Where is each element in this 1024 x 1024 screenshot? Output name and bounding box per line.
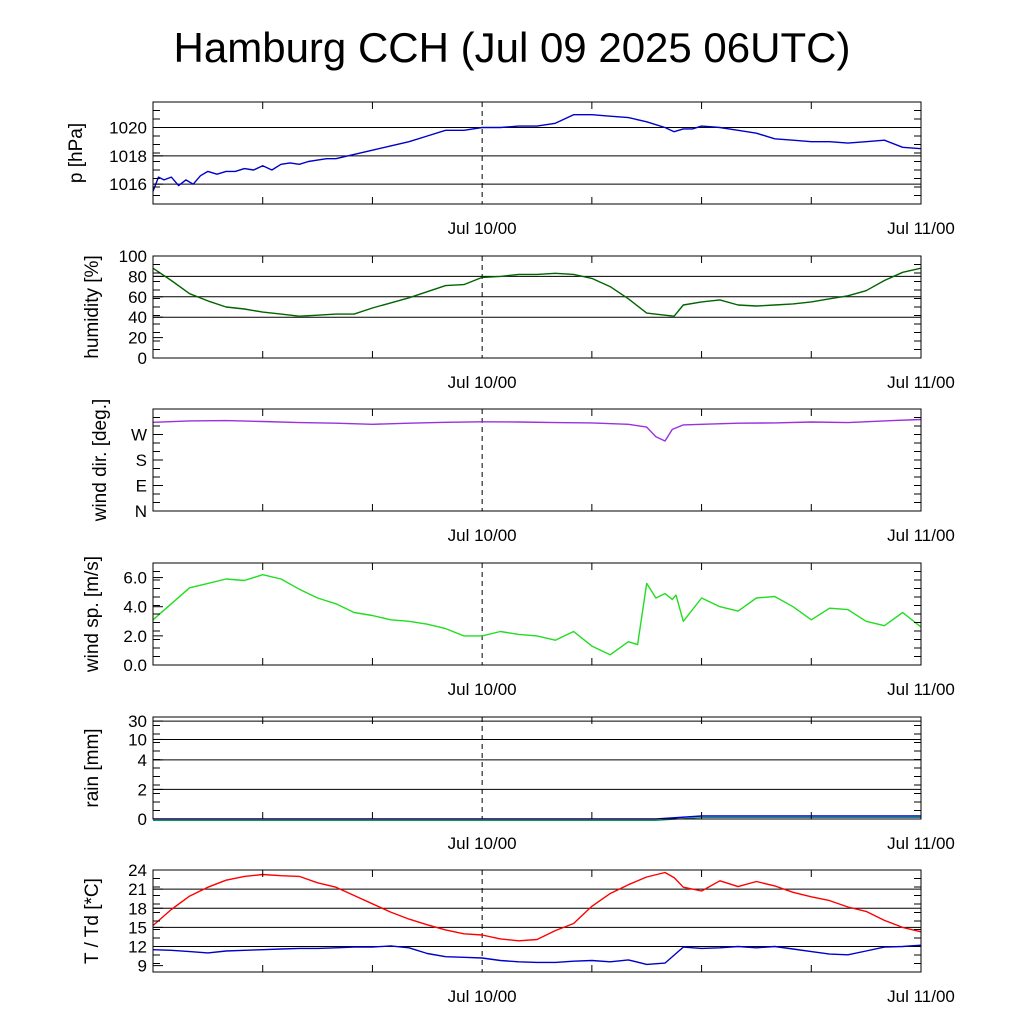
- rain-y-tick-label: 0: [138, 810, 147, 829]
- wind_direction-x-tick-label: Jul 10/00: [448, 526, 517, 545]
- temperature-y-tick-label: 15: [128, 918, 147, 937]
- rain-x-tick-label: Jul 10/00: [448, 834, 517, 853]
- temperature-y-tick-label: 9: [138, 957, 147, 976]
- temperature-x-tick-label: Jul 11/00: [887, 987, 955, 1006]
- humidity-y-tick-label: 60: [128, 288, 147, 307]
- pressure-x-tick-label: Jul 11/00: [887, 219, 955, 238]
- wind_direction-y-tick-label: S: [136, 451, 147, 470]
- wind_direction-x-tick-label: Jul 11/00: [887, 526, 955, 545]
- temperature-y-tick-label: 21: [128, 880, 147, 899]
- wind_speed-x-tick-label: Jul 11/00: [887, 680, 955, 699]
- rain-y-axis-label: rain [mm]: [82, 728, 103, 807]
- humidity-x-tick-label: Jul 10/00: [448, 373, 517, 392]
- chart-title: Hamburg CCH (Jul 09 2025 06UTC): [173, 24, 851, 71]
- rain-y-tick-label: 2: [138, 780, 147, 799]
- temperature-y-tick-label: 18: [128, 899, 147, 918]
- pressure-x-tick-label: Jul 10/00: [448, 219, 517, 238]
- wind_speed-x-tick-label: Jul 10/00: [448, 680, 517, 699]
- humidity-y-axis-label: humidity [%]: [82, 255, 103, 358]
- humidity-y-tick-label: 100: [119, 247, 147, 266]
- wind_speed-y-tick-label: 6.0: [123, 569, 147, 588]
- pressure-series-line: [152, 113, 922, 192]
- pressure-y-axis-label: p [hPa]: [66, 123, 87, 183]
- humidity-y-tick-label: 80: [128, 267, 147, 286]
- wind_direction-series-line: [152, 418, 922, 442]
- humidity-x-tick-label: Jul 11/00: [887, 373, 955, 392]
- temperature-x-tick-label: Jul 10/00: [448, 987, 517, 1006]
- rain-y-tick-label: 4: [138, 751, 147, 770]
- wind_direction-y-axis-label: wind dir. [deg.]: [90, 399, 111, 523]
- temperature-y-tick-label: 12: [128, 938, 147, 957]
- wind_speed-y-tick-label: 2.0: [123, 627, 147, 646]
- wind_direction-panel-frame: [152, 408, 922, 512]
- rain-y-tick-label: 10: [128, 730, 147, 749]
- humidity-y-tick-label: 40: [128, 308, 147, 327]
- temperature-series-td-line: [152, 944, 922, 966]
- humidity-y-tick-label: 20: [128, 329, 147, 348]
- wind_direction-y-tick-label: W: [131, 426, 147, 445]
- rain-panel-frame: [152, 716, 922, 820]
- wind_speed-panel-frame: [152, 562, 922, 666]
- pressure-y-tick-label: 1018: [109, 147, 147, 166]
- humidity-series-line: [152, 267, 922, 317]
- temperature-y-axis-label: T / Td [*C]: [82, 878, 103, 964]
- rain-y-tick-label: 30: [128, 712, 147, 731]
- rain-x-tick-label: Jul 11/00: [887, 834, 955, 853]
- wind_direction-y-tick-label: N: [135, 502, 147, 521]
- wind_speed-y-tick-label: 0.0: [123, 656, 147, 675]
- wind_speed-y-axis-label: wind sp. [m/s]: [82, 556, 103, 673]
- wind_speed-y-tick-label: 4.0: [123, 598, 147, 617]
- wind_speed-series-line: [152, 574, 922, 656]
- pressure-y-tick-label: 1020: [109, 119, 147, 138]
- wind_direction-y-tick-label: E: [136, 477, 147, 496]
- temperature-y-tick-label: 24: [128, 861, 147, 880]
- temperature-series-t-line: [152, 871, 922, 942]
- pressure-panel-frame: [152, 101, 922, 205]
- pressure-y-tick-label: 1016: [109, 175, 147, 194]
- humidity-panel-frame: [152, 255, 922, 359]
- temperature-panel-frame: [152, 869, 922, 973]
- humidity-y-tick-label: 0: [138, 349, 147, 368]
